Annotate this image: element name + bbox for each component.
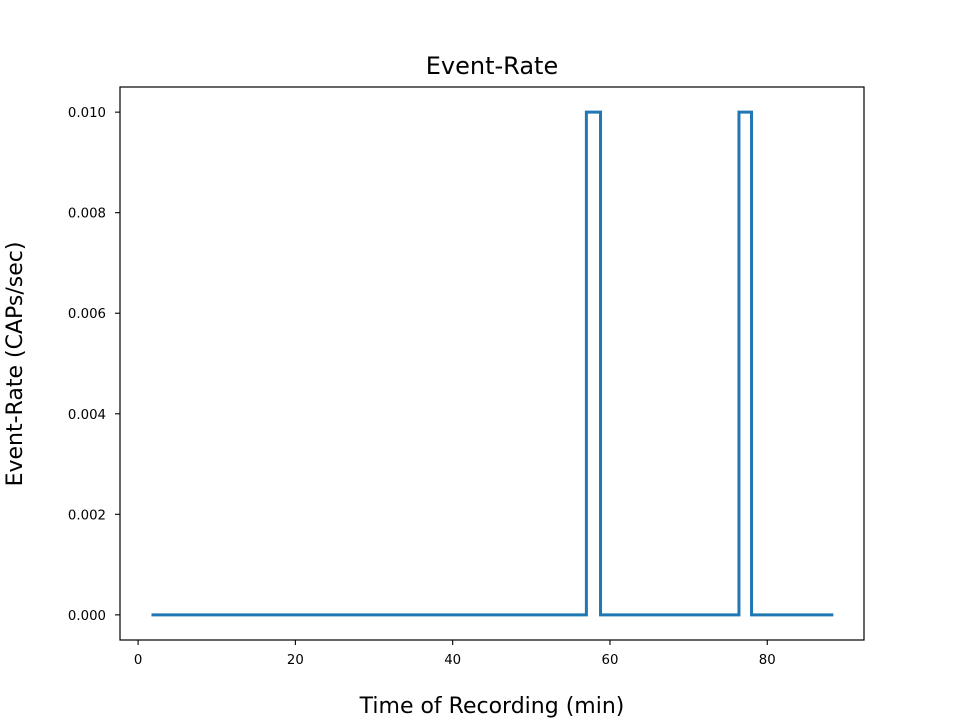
x-axis: 0 20 40 60 80 bbox=[134, 640, 776, 668]
x-tick-label: 60 bbox=[602, 653, 619, 668]
x-axis-label: Time of Recording (min) bbox=[359, 694, 625, 719]
chart-title: Event-Rate bbox=[426, 52, 558, 80]
y-tick-label: 0.000 bbox=[68, 609, 106, 624]
x-tick-label: 80 bbox=[759, 653, 776, 668]
x-tick-label: 0 bbox=[134, 653, 142, 668]
y-tick-label: 0.008 bbox=[68, 207, 106, 222]
x-tick-label: 40 bbox=[444, 653, 461, 668]
y-axis-label: Event-Rate (CAPs/sec) bbox=[3, 242, 28, 487]
x-tick-label: 20 bbox=[287, 653, 304, 668]
y-tick-label: 0.004 bbox=[68, 408, 106, 423]
y-tick-label: 0.002 bbox=[68, 508, 106, 523]
plot-frame bbox=[119, 86, 865, 641]
series-line bbox=[151, 110, 834, 617]
y-axis: 0.000 0.002 0.004 0.006 0.008 0.010 bbox=[68, 106, 120, 624]
plot-area bbox=[119, 86, 865, 641]
y-tick-label: 0.006 bbox=[68, 307, 106, 322]
y-tick-label: 0.010 bbox=[68, 106, 106, 121]
